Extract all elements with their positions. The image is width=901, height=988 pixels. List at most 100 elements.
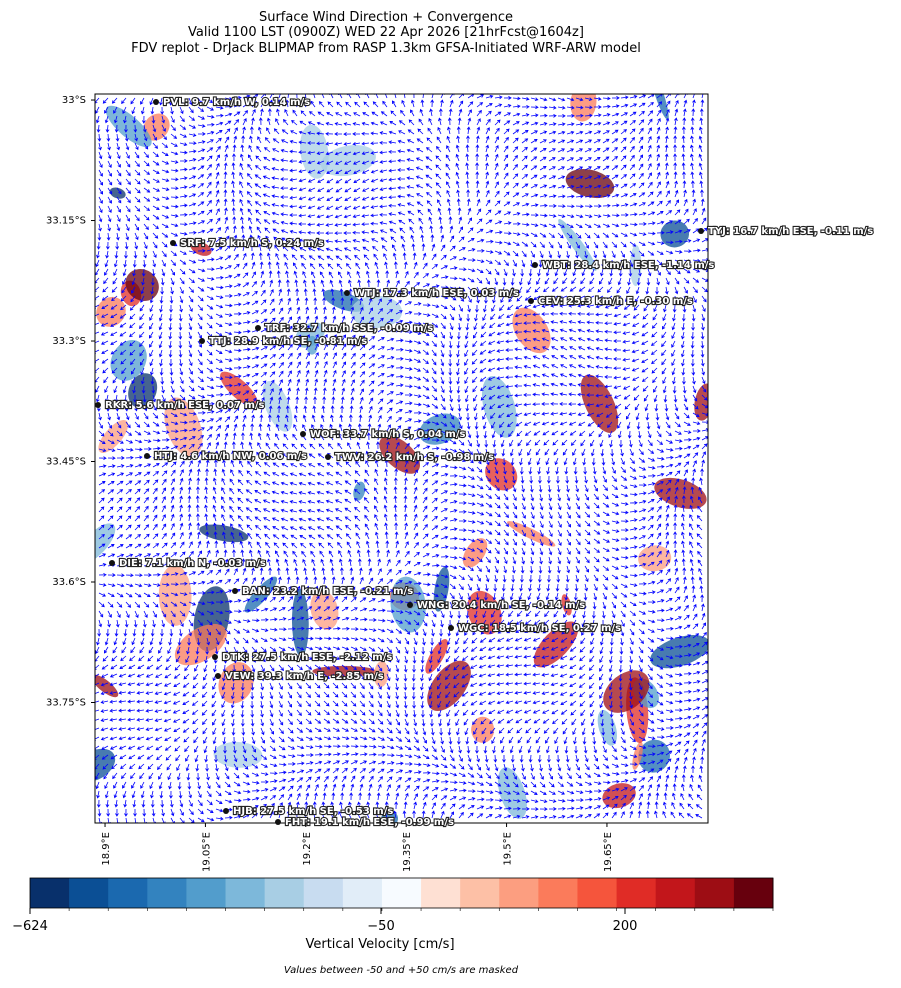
x-tick-label: 19.35°E — [402, 832, 413, 872]
station-label: CEV: 25.3 km/h E, -0.30 m/s — [538, 296, 693, 307]
y-tick-label: 33°S — [62, 95, 86, 106]
title-line: FDV replot - DrJack BLIPMAP from RASP 1.… — [131, 41, 641, 56]
colorbar-swatch — [30, 878, 70, 908]
velocity-patch — [694, 383, 708, 421]
velocity-patch — [310, 590, 339, 630]
station-label: TYJ: 16.7 km/h ESE, -0.11 m/s — [708, 226, 873, 237]
velocity-patch — [96, 296, 126, 327]
station-label: VEW: 39.3 km/h E, -2.85 m/s — [225, 671, 384, 682]
velocity-patch — [650, 634, 708, 669]
colorbar-swatch — [147, 878, 187, 908]
velocity-patch — [379, 435, 421, 474]
velocity-patch — [497, 767, 527, 819]
station-dot — [144, 453, 150, 459]
velocity-patch — [603, 670, 650, 713]
station-label: TWV: 26.2 km/h S, -0.98 m/s — [335, 452, 494, 463]
station-label: HTJ: 4.6 km/h NW, 0.06 m/s — [154, 451, 307, 462]
station-dot — [532, 262, 538, 268]
wind-vectors — [95, 94, 708, 823]
velocity-patch — [467, 590, 502, 635]
station-dot — [407, 602, 413, 608]
colorbar-label: Vertical Velocity [cm/s] — [305, 937, 454, 952]
station-dot — [300, 431, 306, 437]
velocity-patch — [561, 594, 572, 616]
velocity-patch — [320, 144, 376, 177]
colorbar-swatch — [694, 878, 735, 908]
velocity-patch — [105, 105, 152, 148]
velocity-patch — [533, 621, 579, 668]
colorbar-swatch — [225, 878, 266, 908]
velocity-patch — [419, 413, 461, 445]
station-label: FHT: 19.1 km/h ESE, -0.99 m/s — [285, 817, 454, 828]
station-label: BAN: 23.2 km/h ESE, -0.21 m/s — [242, 586, 413, 597]
velocity-patch — [95, 674, 119, 698]
station-label: DTK: 27.5 km/h ESE, -2.12 m/s — [222, 652, 392, 663]
velocity-patch — [570, 94, 597, 122]
station-label: WNG: 20.4 km/h SE, -0.14 m/s — [417, 600, 585, 611]
velocity-patch — [218, 662, 254, 704]
station-dot — [528, 298, 534, 304]
velocity-patch — [638, 545, 672, 572]
y-tick-label: 33.6°S — [52, 577, 86, 588]
colorbar-tick-label: −50 — [367, 919, 394, 934]
station-dot — [199, 338, 205, 344]
velocity-patch — [110, 340, 147, 381]
velocity-patch — [650, 94, 669, 120]
station-dot — [109, 560, 115, 566]
colorbar-swatch — [499, 878, 539, 908]
colorbar-swatch — [342, 878, 383, 908]
velocity-patch — [506, 521, 556, 547]
y-tick-label: 33.75°S — [46, 698, 86, 709]
station-dot — [215, 673, 221, 679]
velocity-patch — [220, 371, 258, 407]
colorbar-frame — [29, 877, 774, 909]
station-dot — [95, 402, 101, 408]
map-area — [95, 94, 708, 823]
station-label: WOF: 33.7 km/h S, 0.04 m/s — [310, 429, 465, 440]
x-tick-label: 18.9°E — [101, 832, 112, 866]
station-dot — [223, 808, 229, 814]
station-dot — [698, 228, 704, 234]
station-dot — [448, 625, 454, 631]
station-label: PVL: 9.7 km/h W, 0.14 m/s — [163, 97, 310, 108]
y-tick-label: 33.3°S — [52, 336, 86, 347]
colorbar-swatch — [186, 878, 227, 908]
colorbar-swatch — [69, 878, 109, 908]
station-dot — [275, 819, 281, 825]
colorbar-swatch — [577, 878, 618, 908]
station-dot — [170, 240, 176, 246]
station-label: WBT: 28.4 km/h ESE, -1.14 m/s — [542, 260, 714, 271]
colorbar-tick-label: 200 — [613, 919, 638, 934]
velocity-patch — [471, 716, 495, 743]
velocity-patch — [580, 374, 619, 433]
colorbar-swatch — [303, 878, 344, 908]
x-tick-label: 19.05°E — [201, 832, 212, 872]
station-label: RKR: 5.6 km/h ESE, 0.07 m/s — [105, 400, 265, 411]
velocity-patch — [244, 576, 278, 613]
velocity-patch — [291, 589, 309, 657]
velocity-patch — [95, 523, 116, 565]
station-label: TTJ: 28.9 km/h SE, -0.81 m/s — [209, 336, 367, 347]
station-label: DIE: 7.1 km/h N, -0.03 m/s — [119, 558, 266, 569]
station-dot — [344, 290, 350, 296]
velocity-patch — [485, 458, 518, 491]
station-dot — [255, 325, 261, 331]
station-label: WGC: 18.5 km/h SE, 0.27 m/s — [458, 623, 621, 634]
velocity-patch — [109, 187, 126, 199]
station-label: HJB: 27.5 km/h SE, -0.53 m/s — [233, 806, 393, 817]
velocity-patch — [262, 380, 293, 432]
station-label: TRF: 32.7 km/h SSE, -0.09 m/s — [265, 323, 433, 334]
title-line: Valid 1100 LST (0900Z) WED 22 Apr 2026 [… — [188, 25, 584, 40]
colorbar-swatch — [616, 878, 657, 908]
velocity-patch — [660, 220, 690, 248]
velocity-patch — [164, 397, 203, 457]
velocity-patch — [427, 660, 471, 712]
station-dot — [325, 454, 331, 460]
station-dot — [153, 99, 159, 105]
velocity-patch — [512, 307, 551, 354]
velocity-patch — [433, 566, 450, 612]
velocity-patch — [425, 639, 449, 674]
colorbar-tick-label: −624 — [12, 919, 48, 934]
velocity-patch — [174, 623, 227, 666]
